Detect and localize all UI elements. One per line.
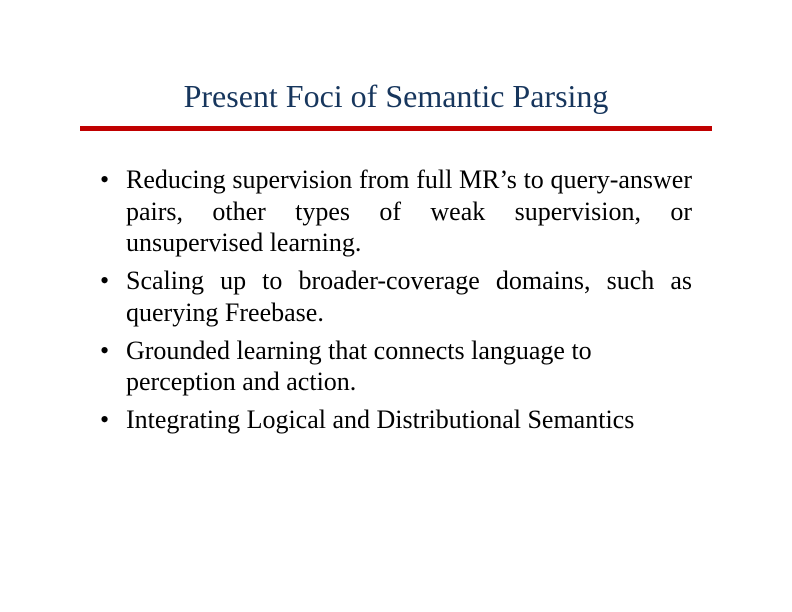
slide: Present Foci of Semantic Parsing • Reduc… — [0, 0, 792, 612]
bullet-dot-icon: • — [100, 164, 109, 196]
bullet-dot-icon: • — [100, 404, 109, 436]
list-item: • Integrating Logical and Distributional… — [96, 404, 692, 436]
bullet-text: Reducing supervision from full MR’s to q… — [126, 164, 692, 259]
slide-title: Present Foci of Semantic Parsing — [0, 78, 792, 115]
bullet-text: Scaling up to broader-coverage domains, … — [126, 265, 692, 328]
title-rule — [80, 126, 712, 131]
bullet-text: Integrating Logical and Distributional S… — [126, 404, 692, 436]
bullet-dot-icon: • — [100, 265, 109, 297]
bullet-text: Grounded learning that connects language… — [126, 335, 692, 398]
bullet-list: • Reducing supervision from full MR’s to… — [96, 164, 692, 442]
bullet-dot-icon: • — [100, 335, 109, 367]
list-item: • Grounded learning that connects langua… — [96, 335, 692, 398]
list-item: • Reducing supervision from full MR’s to… — [96, 164, 692, 259]
list-item: • Scaling up to broader-coverage domains… — [96, 265, 692, 328]
